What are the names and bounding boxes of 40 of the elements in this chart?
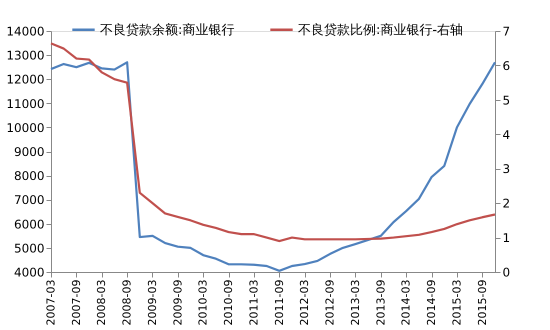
y2-tick-label: 3 [502,162,510,176]
x-tick-label: 2013-09 [374,280,388,326]
x-tick-label: 2015-03 [450,280,464,326]
x-tick-label: 2012-09 [324,280,337,326]
x-tick-label: 2007-09 [70,280,83,326]
y-tick-label: 12000 [6,72,44,87]
y2-tick-label: 6 [502,58,510,73]
y2-tick-label: 2 [502,196,510,211]
x-tick-label: 2011-03 [247,280,260,326]
x-tick-label: 2013-03 [348,280,362,326]
y2-tick-label: 1 [502,231,510,246]
y-tick-label: 11000 [6,96,44,111]
y2-tick-label: 7 [502,24,510,38]
x-tick-label: 2009-09 [171,280,184,326]
y-tick-label: 10000 [6,120,44,135]
y-tick-label: 7000 [14,193,44,208]
x-tick-label: 2011-09 [272,280,286,326]
legend-label: 不良贷款比例:商业银行-右轴 [298,22,464,38]
x-tick-label: 2010-09 [222,280,236,326]
x-tick-label: 2014-03 [400,280,413,326]
y-tick-label: 8000 [14,169,44,184]
y-tick-label: 13000 [6,48,44,63]
legend-label: 不良贷款余额:商业银行 [100,22,234,38]
line-series [50,42,496,242]
x-tick-label: 2007-03 [44,280,58,326]
y-tick-label: 5000 [14,241,44,256]
x-tick-label: 2010-03 [196,280,210,326]
x-tick-label: 2009-03 [146,280,159,326]
y-tick-label: 9000 [14,145,44,159]
x-tick-label: 2015-09 [476,280,489,326]
y-tick-label: 14000 [6,24,44,38]
x-tick-label: 2008-09 [120,280,134,326]
x-tick-label: 2012-03 [298,280,312,326]
y2-tick-label: 5 [502,93,510,108]
y-tick-label: 6000 [14,217,44,232]
y2-tick-label: 0 [502,266,510,280]
y2-tick-label: 4 [502,128,510,142]
x-tick-label: 2008-03 [95,280,108,326]
y-tick-label: 4000 [14,266,44,280]
x-tick-label: 2014-09 [425,280,438,326]
